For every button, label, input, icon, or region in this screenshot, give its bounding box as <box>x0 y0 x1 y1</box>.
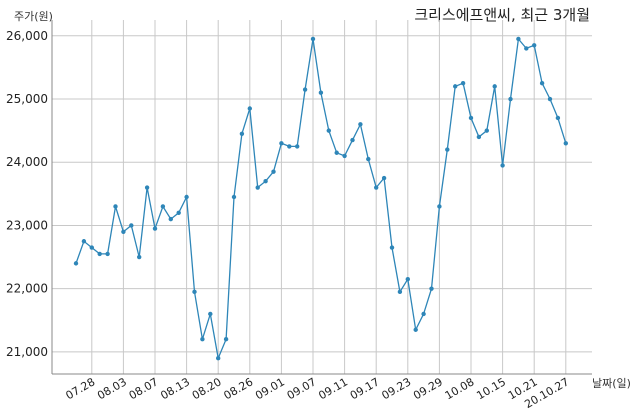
data-point <box>429 286 434 291</box>
data-point <box>555 115 561 121</box>
y-tick-label: 24,000 <box>6 155 48 169</box>
data-point <box>279 141 284 146</box>
data-point <box>152 226 158 231</box>
data-point <box>247 106 252 111</box>
grid-lines <box>52 20 592 374</box>
data-point <box>374 185 379 190</box>
data-point <box>413 327 418 332</box>
data-point <box>326 128 331 133</box>
data-point <box>73 261 79 266</box>
data-point <box>516 36 521 42</box>
data-point <box>524 46 529 51</box>
data-point <box>445 147 450 152</box>
data-point <box>468 115 474 121</box>
data-point <box>318 90 324 95</box>
data-point <box>129 223 134 228</box>
data-point <box>105 251 110 257</box>
data-point <box>334 150 339 155</box>
data-point <box>121 229 126 234</box>
data-point <box>113 204 118 209</box>
data-point <box>389 245 395 250</box>
x-tick-label: 10.08 <box>443 375 477 402</box>
data-point <box>271 169 276 174</box>
data-point <box>89 245 95 250</box>
data-point <box>539 81 545 86</box>
data-point <box>160 204 166 209</box>
data-point <box>295 144 300 149</box>
data-point <box>97 251 102 257</box>
data-point <box>239 131 245 136</box>
data-point <box>500 163 505 168</box>
data-point <box>223 337 229 342</box>
data-point <box>200 337 205 342</box>
data-point <box>421 311 426 317</box>
data-point <box>563 141 568 146</box>
data-point <box>358 122 363 127</box>
data-point <box>310 36 316 42</box>
data-point <box>231 194 237 200</box>
data-point <box>366 156 371 162</box>
x-tick-label: 09.01 <box>253 375 287 402</box>
data-point <box>216 355 221 361</box>
data-point <box>397 289 403 295</box>
data-point <box>168 216 173 222</box>
x-tick-label: 07.28 <box>64 375 98 402</box>
x-tick-label: 09.23 <box>380 375 414 402</box>
data-point <box>508 96 513 102</box>
data-point <box>137 254 142 260</box>
x-axis-label: 날짜(일) <box>592 377 631 390</box>
y-tick-label: 25,000 <box>6 92 48 106</box>
x-tick-label: 10.15 <box>474 375 508 402</box>
price-series <box>73 36 568 361</box>
x-tick-label: 08.03 <box>95 375 129 402</box>
y-tick-label: 26,000 <box>6 29 48 43</box>
data-point <box>342 153 347 159</box>
data-point <box>255 185 260 190</box>
y-tick-labels: 21,000 22,000 23,000 24,000 25,000 26,000 <box>6 29 48 359</box>
x-tick-label: 09.17 <box>348 375 382 402</box>
data-point <box>547 96 553 102</box>
x-tick-labels: 07.2808.0308.0708.1308.2008.2609.0109.07… <box>64 375 572 411</box>
y-tick-label: 23,000 <box>6 218 48 232</box>
data-point <box>263 178 268 184</box>
x-tick-label: 09.11 <box>316 375 350 402</box>
chart-title: 크리스에프앤씨, 최근 3개월 <box>414 6 590 24</box>
price-line <box>75 37 567 361</box>
x-tick-label: 09.29 <box>411 375 445 402</box>
data-point <box>184 194 189 200</box>
data-point <box>144 185 150 190</box>
data-point <box>437 204 442 209</box>
data-point <box>484 128 489 133</box>
axes <box>51 20 592 375</box>
data-point <box>208 311 213 317</box>
data-point <box>453 84 458 89</box>
data-point <box>405 276 410 282</box>
x-tick-label: 08.26 <box>222 375 256 402</box>
y-axis-label: 주가(원) <box>14 10 53 23</box>
data-point <box>460 81 466 86</box>
data-point <box>492 84 497 89</box>
y-tick-label: 22,000 <box>6 282 48 296</box>
y-tick-label: 21,000 <box>6 345 48 359</box>
data-point <box>381 175 387 181</box>
x-tick-label: 08.13 <box>158 375 192 402</box>
data-point <box>81 239 87 244</box>
data-point <box>532 43 537 48</box>
x-tick-label: 09.07 <box>285 375 319 402</box>
x-tick-label: 08.20 <box>190 375 224 402</box>
data-point <box>302 87 308 92</box>
data-point <box>192 289 197 295</box>
data-point <box>287 144 292 149</box>
data-point <box>476 134 482 140</box>
data-point <box>350 137 355 143</box>
data-point <box>176 210 181 216</box>
x-tick-label: 08.07 <box>127 375 161 402</box>
